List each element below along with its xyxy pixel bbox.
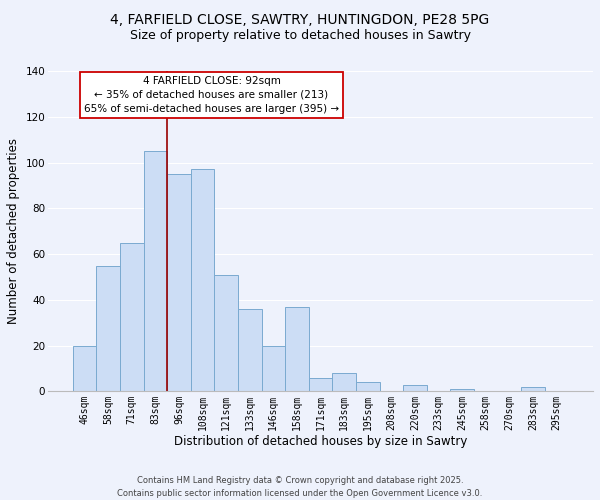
- Bar: [143, 151, 167, 392]
- Bar: [262, 346, 285, 392]
- Text: Contains HM Land Registry data © Crown copyright and database right 2025.
Contai: Contains HM Land Registry data © Crown c…: [118, 476, 482, 498]
- Bar: [451, 389, 474, 392]
- Bar: [191, 170, 214, 392]
- Text: 4, FARFIELD CLOSE, SAWTRY, HUNTINGDON, PE28 5PG: 4, FARFIELD CLOSE, SAWTRY, HUNTINGDON, P…: [110, 12, 490, 26]
- Bar: [309, 378, 332, 392]
- Bar: [238, 309, 262, 392]
- Bar: [167, 174, 191, 392]
- X-axis label: Distribution of detached houses by size in Sawtry: Distribution of detached houses by size …: [174, 435, 467, 448]
- Bar: [285, 307, 309, 392]
- Bar: [73, 346, 97, 392]
- Bar: [214, 274, 238, 392]
- Bar: [120, 242, 143, 392]
- Bar: [521, 387, 545, 392]
- Text: 4 FARFIELD CLOSE: 92sqm
← 35% of detached houses are smaller (213)
65% of semi-d: 4 FARFIELD CLOSE: 92sqm ← 35% of detache…: [84, 76, 339, 114]
- Text: Size of property relative to detached houses in Sawtry: Size of property relative to detached ho…: [130, 29, 470, 42]
- Y-axis label: Number of detached properties: Number of detached properties: [7, 138, 20, 324]
- Bar: [403, 384, 427, 392]
- Bar: [356, 382, 380, 392]
- Bar: [332, 373, 356, 392]
- Bar: [97, 266, 120, 392]
